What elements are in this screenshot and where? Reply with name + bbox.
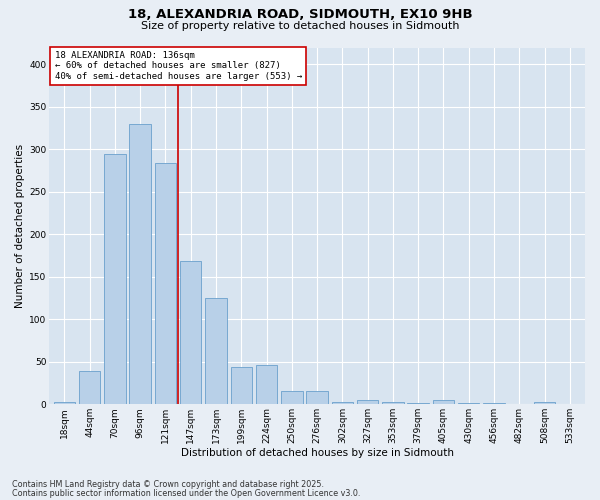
Bar xyxy=(281,392,302,404)
Bar xyxy=(104,154,125,404)
Bar xyxy=(256,365,277,404)
Text: Contains HM Land Registry data © Crown copyright and database right 2025.: Contains HM Land Registry data © Crown c… xyxy=(12,480,324,489)
Bar xyxy=(79,371,100,404)
Bar xyxy=(382,402,404,404)
Bar xyxy=(205,298,227,404)
Text: Size of property relative to detached houses in Sidmouth: Size of property relative to detached ho… xyxy=(141,21,459,31)
Bar xyxy=(53,402,75,404)
Bar xyxy=(307,390,328,404)
Bar xyxy=(230,367,252,404)
Bar xyxy=(534,402,556,404)
Bar xyxy=(433,400,454,404)
Y-axis label: Number of detached properties: Number of detached properties xyxy=(15,144,25,308)
Bar xyxy=(180,260,202,404)
Text: 18 ALEXANDRIA ROAD: 136sqm
← 60% of detached houses are smaller (827)
40% of sem: 18 ALEXANDRIA ROAD: 136sqm ← 60% of deta… xyxy=(55,51,302,81)
Bar xyxy=(332,402,353,404)
Bar xyxy=(130,124,151,404)
Text: 18, ALEXANDRIA ROAD, SIDMOUTH, EX10 9HB: 18, ALEXANDRIA ROAD, SIDMOUTH, EX10 9HB xyxy=(128,8,472,20)
Bar xyxy=(155,163,176,404)
Bar xyxy=(357,400,379,404)
X-axis label: Distribution of detached houses by size in Sidmouth: Distribution of detached houses by size … xyxy=(181,448,454,458)
Text: Contains public sector information licensed under the Open Government Licence v3: Contains public sector information licen… xyxy=(12,489,361,498)
